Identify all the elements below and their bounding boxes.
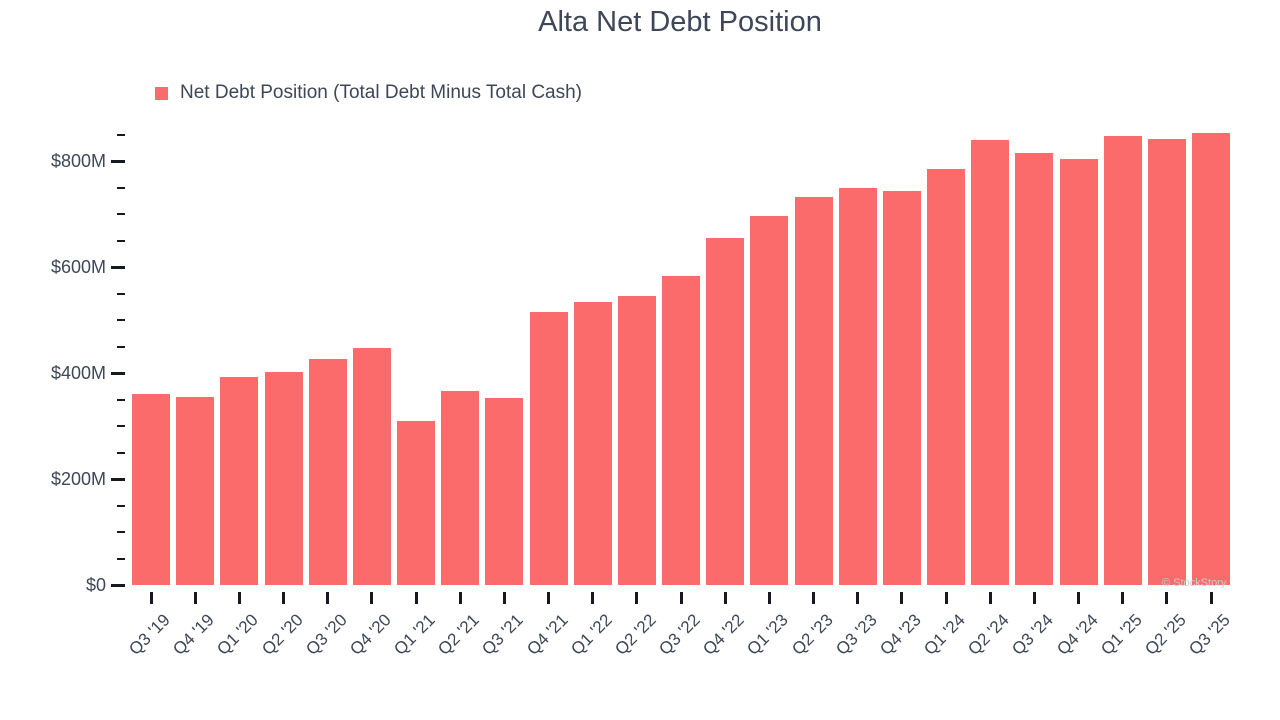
bar-q3-22 <box>662 275 700 585</box>
legend: Net Debt Position (Total Debt Minus Tota… <box>155 82 582 104</box>
watermark: © StockStory <box>1162 577 1227 589</box>
bar-q2-24 <box>971 139 1010 585</box>
bar-q4-21 <box>529 311 568 585</box>
bar-q4-24 <box>1059 159 1098 585</box>
bar-q3-19 <box>132 394 170 585</box>
bar-q4-23 <box>882 190 921 585</box>
bar-q1-23 <box>750 216 789 585</box>
x-axis-tick <box>547 592 550 604</box>
bar-q1-25 <box>1103 136 1142 585</box>
bar-q4-20 <box>352 348 391 585</box>
y-axis-minor-tick <box>117 213 125 215</box>
x-axis-tick <box>502 592 506 604</box>
bar-q3-25 <box>1192 133 1231 585</box>
y-axis-major-tick <box>111 265 125 269</box>
y-axis-minor-tick <box>117 186 125 189</box>
y-axis-tick-label: $400M <box>50 363 106 383</box>
bar-q4-19 <box>176 396 215 586</box>
bar-q3-21 <box>485 398 524 585</box>
x-axis-tick <box>370 592 374 604</box>
x-axis-tick <box>1032 592 1036 604</box>
y-axis-minor-tick <box>117 292 125 295</box>
bar-q3-23 <box>838 188 877 585</box>
y-axis-minor-tick <box>117 557 125 560</box>
x-axis-tick <box>944 592 948 604</box>
bar-q1-20 <box>220 377 259 585</box>
bar-q2-25 <box>1147 138 1186 585</box>
x-axis-tick <box>900 592 904 604</box>
x-axis-tick <box>856 592 860 604</box>
y-axis-major-tick <box>111 477 125 481</box>
bar-q3-20 <box>308 359 347 585</box>
y-axis-minor-tick <box>117 319 125 321</box>
y-axis-minor-tick <box>117 451 125 454</box>
bar-q1-22 <box>573 302 612 585</box>
y-axis-major-tick <box>111 583 125 587</box>
y-axis-major-tick <box>111 371 125 375</box>
x-axis-tick <box>988 592 992 604</box>
bar-q3-24 <box>1015 153 1054 585</box>
bar-q2-22 <box>617 296 656 585</box>
x-axis-tick <box>635 592 639 604</box>
y-axis-minor-tick <box>117 425 125 427</box>
bar-q2-23 <box>794 197 833 585</box>
y-axis-minor-tick <box>117 531 125 533</box>
y-axis-minor-tick <box>117 345 125 348</box>
x-axis-tick <box>723 592 727 604</box>
y-axis-tick-label: $200M <box>50 469 106 489</box>
x-axis-tick <box>149 592 153 604</box>
x-axis-tick <box>591 592 595 604</box>
chart-title: Alta Net Debt Position <box>538 6 822 38</box>
bar-q2-20 <box>264 371 303 585</box>
x-axis-tick <box>679 592 683 604</box>
bar-q1-21 <box>397 421 435 585</box>
y-axis-major-tick <box>111 159 125 163</box>
y-axis-tick-label: $0 <box>85 575 106 595</box>
bar-q4-22 <box>706 237 745 585</box>
y-axis-minor-tick <box>117 398 125 401</box>
x-axis-tick <box>1209 592 1213 604</box>
x-axis-tick <box>767 592 771 604</box>
y-axis-minor-tick <box>117 133 125 136</box>
x-axis-tick <box>1077 592 1081 604</box>
y-axis-minor-tick <box>117 239 125 242</box>
x-axis-tick <box>282 592 285 604</box>
x-axis-tick <box>812 592 816 604</box>
x-axis-tick <box>326 592 330 604</box>
legend-label: Net Debt Position (Total Debt Minus Tota… <box>180 82 582 103</box>
y-axis-tick-label: $600M <box>50 257 106 277</box>
bar-q1-24 <box>927 168 966 585</box>
y-axis-minor-tick <box>117 504 125 507</box>
x-axis-tick <box>193 592 197 604</box>
legend-swatch-icon <box>155 86 168 100</box>
bar-q2-21 <box>441 390 480 585</box>
x-axis-tick <box>237 592 241 604</box>
x-axis-tick <box>1121 592 1125 604</box>
x-axis-tick <box>1165 592 1169 604</box>
x-axis-tick <box>414 592 418 604</box>
y-axis-tick-label: $800M <box>50 151 106 171</box>
x-axis-tick <box>458 592 462 604</box>
